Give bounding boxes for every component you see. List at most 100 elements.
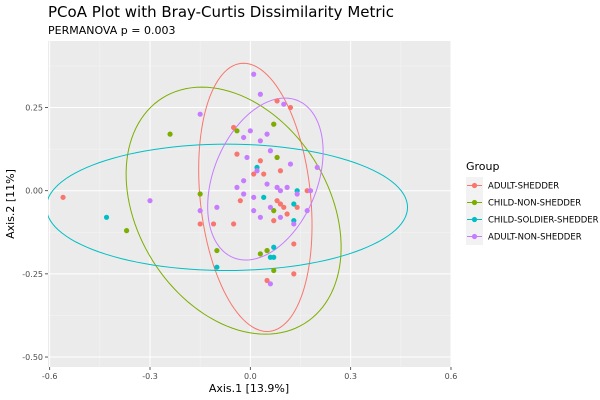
- point-adult-shedder: [271, 218, 277, 224]
- chart-title: PCoA Plot with Bray-Curtis Dissimilarity…: [48, 3, 394, 21]
- x-tick-label: 0.6: [445, 372, 458, 381]
- point-adult-non-shedder: [274, 184, 280, 190]
- point-child-non-shedder: [264, 247, 270, 254]
- y-tick-label: 0.25: [25, 104, 43, 113]
- point-adult-shedder: [210, 221, 217, 227]
- x-tick-label: 0.3: [344, 372, 357, 381]
- data-points: [60, 71, 320, 287]
- point-adult-non-shedder: [281, 101, 287, 107]
- grid-lines: [48, 41, 452, 367]
- x-axis-label: Axis.1 [13.9%]: [209, 382, 289, 395]
- point-child-soldier-shedder: [103, 214, 110, 220]
- point-adult-non-shedder: [267, 148, 274, 154]
- point-child-soldier-shedder: [271, 254, 277, 260]
- point-adult-non-shedder: [251, 71, 257, 77]
- point-adult-non-shedder: [264, 131, 270, 137]
- x-tick-label: -0.6: [42, 372, 58, 381]
- point-adult-non-shedder: [147, 198, 153, 204]
- point-adult-non-shedder: [241, 134, 247, 141]
- point-adult-shedder: [274, 98, 280, 104]
- y-axis-label: Axis.2 [11%]: [4, 169, 17, 239]
- plot-panel: [48, 41, 451, 367]
- point-child-non-shedder: [257, 251, 263, 257]
- legend-label: ADULT-SHEDDER: [488, 182, 559, 192]
- point-adult-non-shedder: [294, 191, 300, 197]
- legend-label: CHILD-SOLDIER-SHEDDER: [488, 216, 599, 226]
- point-child-non-shedder: [214, 247, 220, 254]
- point-child-non-shedder: [197, 191, 203, 197]
- point-adult-non-shedder: [254, 168, 260, 174]
- point-adult-shedder: [257, 158, 263, 164]
- point-adult-shedder: [281, 204, 287, 210]
- legend-key-point: [471, 199, 478, 206]
- point-child-non-shedder: [274, 154, 280, 161]
- point-adult-non-shedder: [291, 221, 297, 227]
- point-child-soldier-shedder: [261, 194, 267, 200]
- point-child-non-shedder: [167, 131, 173, 137]
- point-child-non-shedder: [271, 267, 277, 274]
- point-adult-non-shedder: [247, 128, 253, 134]
- point-adult-non-shedder: [267, 281, 274, 287]
- point-adult-non-shedder: [234, 184, 240, 190]
- legend-key-point: [471, 182, 478, 189]
- point-adult-non-shedder: [304, 208, 310, 214]
- point-adult-non-shedder: [257, 138, 263, 144]
- point-adult-shedder: [231, 124, 237, 131]
- confidence-ellipses: [48, 62, 409, 335]
- ellipse-adult-shedder: [198, 62, 313, 332]
- point-adult-shedder: [234, 151, 240, 157]
- x-axis-ticks: -0.6 -0.3 0.0 0.3 0.6: [42, 367, 457, 381]
- ellipse-child-non-shedder: [125, 86, 342, 335]
- point-adult-non-shedder: [307, 188, 314, 194]
- point-adult-non-shedder: [257, 91, 263, 97]
- point-adult-non-shedder: [197, 111, 203, 117]
- point-adult-non-shedder: [277, 214, 284, 220]
- point-adult-shedder: [287, 104, 294, 111]
- point-child-soldier-shedder: [291, 201, 297, 207]
- point-adult-non-shedder: [284, 184, 290, 190]
- point-adult-shedder: [284, 211, 290, 217]
- point-adult-shedder: [60, 194, 66, 200]
- point-adult-non-shedder: [257, 214, 263, 220]
- point-adult-shedder: [264, 277, 270, 284]
- point-adult-non-shedder: [241, 178, 247, 184]
- x-tick-label: -0.3: [142, 372, 158, 381]
- y-tick-label: -0.50: [22, 353, 43, 362]
- point-child-soldier-shedder: [271, 244, 277, 250]
- point-adult-shedder: [291, 241, 297, 247]
- y-axis-ticks: -0.50 -0.25 0.00 0.25: [22, 104, 48, 362]
- point-adult-shedder: [277, 168, 284, 174]
- point-adult-non-shedder: [197, 208, 203, 214]
- point-adult-non-shedder: [251, 208, 257, 214]
- point-adult-non-shedder: [314, 164, 320, 171]
- point-adult-shedder: [261, 171, 267, 177]
- point-adult-shedder: [274, 198, 280, 204]
- point-child-non-shedder: [123, 228, 130, 234]
- ellipse-child-soldier-shedder: [48, 143, 409, 272]
- point-adult-shedder: [277, 201, 284, 207]
- point-adult-non-shedder: [251, 194, 257, 200]
- point-adult-shedder: [197, 221, 203, 227]
- point-adult-shedder: [251, 171, 257, 177]
- point-adult-non-shedder: [267, 204, 274, 210]
- legend-label: CHILD-NON-SHEDDER: [488, 199, 581, 209]
- legend-title: Group: [466, 160, 500, 173]
- y-tick-label: 0.00: [25, 187, 43, 196]
- point-adult-shedder: [294, 204, 300, 210]
- ellipse-adult-non-shedder: [207, 97, 324, 261]
- point-adult-non-shedder: [244, 154, 250, 161]
- point-adult-non-shedder: [277, 188, 284, 194]
- point-adult-non-shedder: [214, 204, 220, 210]
- point-child-non-shedder: [271, 121, 277, 127]
- point-child-soldier-shedder: [214, 264, 220, 270]
- legend-key-point: [471, 216, 478, 223]
- point-adult-shedder: [291, 271, 297, 277]
- chart-subtitle: PERMANOVA p = 0.003: [48, 24, 175, 37]
- point-child-non-shedder: [234, 128, 240, 134]
- point-adult-non-shedder: [241, 191, 247, 197]
- x-tick-label: 0.0: [244, 372, 257, 381]
- point-child-non-shedder: [271, 208, 277, 214]
- legend-label: ADULT-NON-SHEDDER: [488, 233, 582, 243]
- point-adult-non-shedder: [287, 161, 294, 167]
